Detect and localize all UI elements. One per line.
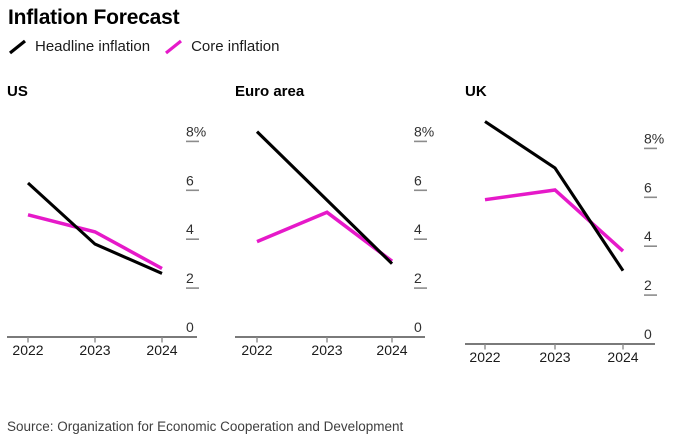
- legend-label-core: Core inflation: [191, 38, 280, 55]
- y-tick-label: 8%: [414, 123, 434, 139]
- panel-title-euro-area: Euro area: [235, 83, 305, 100]
- core-inflation-line: [27, 213, 163, 271]
- y-tick-label: 6: [644, 179, 652, 195]
- y-tick-label: 4: [414, 221, 422, 237]
- y-tick-label: 4: [644, 228, 652, 244]
- y-tick-label: 2: [414, 270, 422, 286]
- panel-title-us: US: [7, 83, 28, 100]
- panel-title-uk: UK: [465, 83, 487, 100]
- y-tick-label: 8%: [644, 130, 664, 146]
- legend-item-headline: Headline inflation: [8, 38, 150, 55]
- chart-legend: Headline inflation Core inflation: [8, 38, 279, 55]
- headline-slash-icon: [9, 39, 26, 54]
- headline-inflation-line: [26, 181, 163, 275]
- legend-item-core: Core inflation: [164, 38, 279, 55]
- us-line-chart: 0 2 4 6 8% 2022 2023 2024: [7, 123, 206, 358]
- y-tick-label: 2: [186, 270, 194, 286]
- x-tick-label: 2023: [311, 342, 342, 358]
- core-inflation-line: [256, 210, 394, 263]
- x-tick-label: 2024: [376, 342, 407, 358]
- y-tick-label: 6: [414, 172, 422, 188]
- core-inflation-line: [484, 188, 625, 253]
- y-tick-label: 2: [644, 277, 652, 293]
- y-tick-label: 0: [644, 326, 652, 342]
- x-tick-label: 2022: [12, 342, 43, 358]
- legend-label-headline: Headline inflation: [35, 38, 151, 55]
- core-slash-icon: [165, 39, 183, 54]
- x-tick-label: 2024: [607, 349, 638, 365]
- y-tick-label: 4: [186, 221, 194, 237]
- y-tick-label: 0: [186, 319, 194, 335]
- y-tick-label: 6: [186, 172, 194, 188]
- page-title: Inflation Forecast: [8, 6, 180, 29]
- x-tick-label: 2023: [539, 349, 570, 365]
- source-note: Source: Organization for Economic Cooper…: [7, 419, 404, 434]
- x-tick-label: 2022: [469, 349, 500, 365]
- x-tick-label: 2024: [146, 342, 177, 358]
- uk-line-chart: 0 2 4 6 8% 2022 2023 2024: [465, 120, 664, 365]
- headline-inflation-line: [484, 120, 625, 272]
- euro-area-line-chart: 0 2 4 6 8% 2022 2023 2024: [235, 123, 434, 358]
- panel-us: US 0 2 4 6 8% 2022 2023 2024: [7, 84, 217, 384]
- panel-euro-area: Euro area 0 2 4 6 8% 2022 2023 2024: [235, 84, 445, 384]
- y-tick-label: 8%: [186, 123, 206, 139]
- headline-inflation-line: [255, 130, 394, 265]
- x-tick-label: 2023: [79, 342, 110, 358]
- x-tick-label: 2022: [241, 342, 272, 358]
- y-tick-label: 0: [414, 319, 422, 335]
- panel-uk: UK 0 2 4 6 8% 2022 2023 2024: [465, 84, 674, 384]
